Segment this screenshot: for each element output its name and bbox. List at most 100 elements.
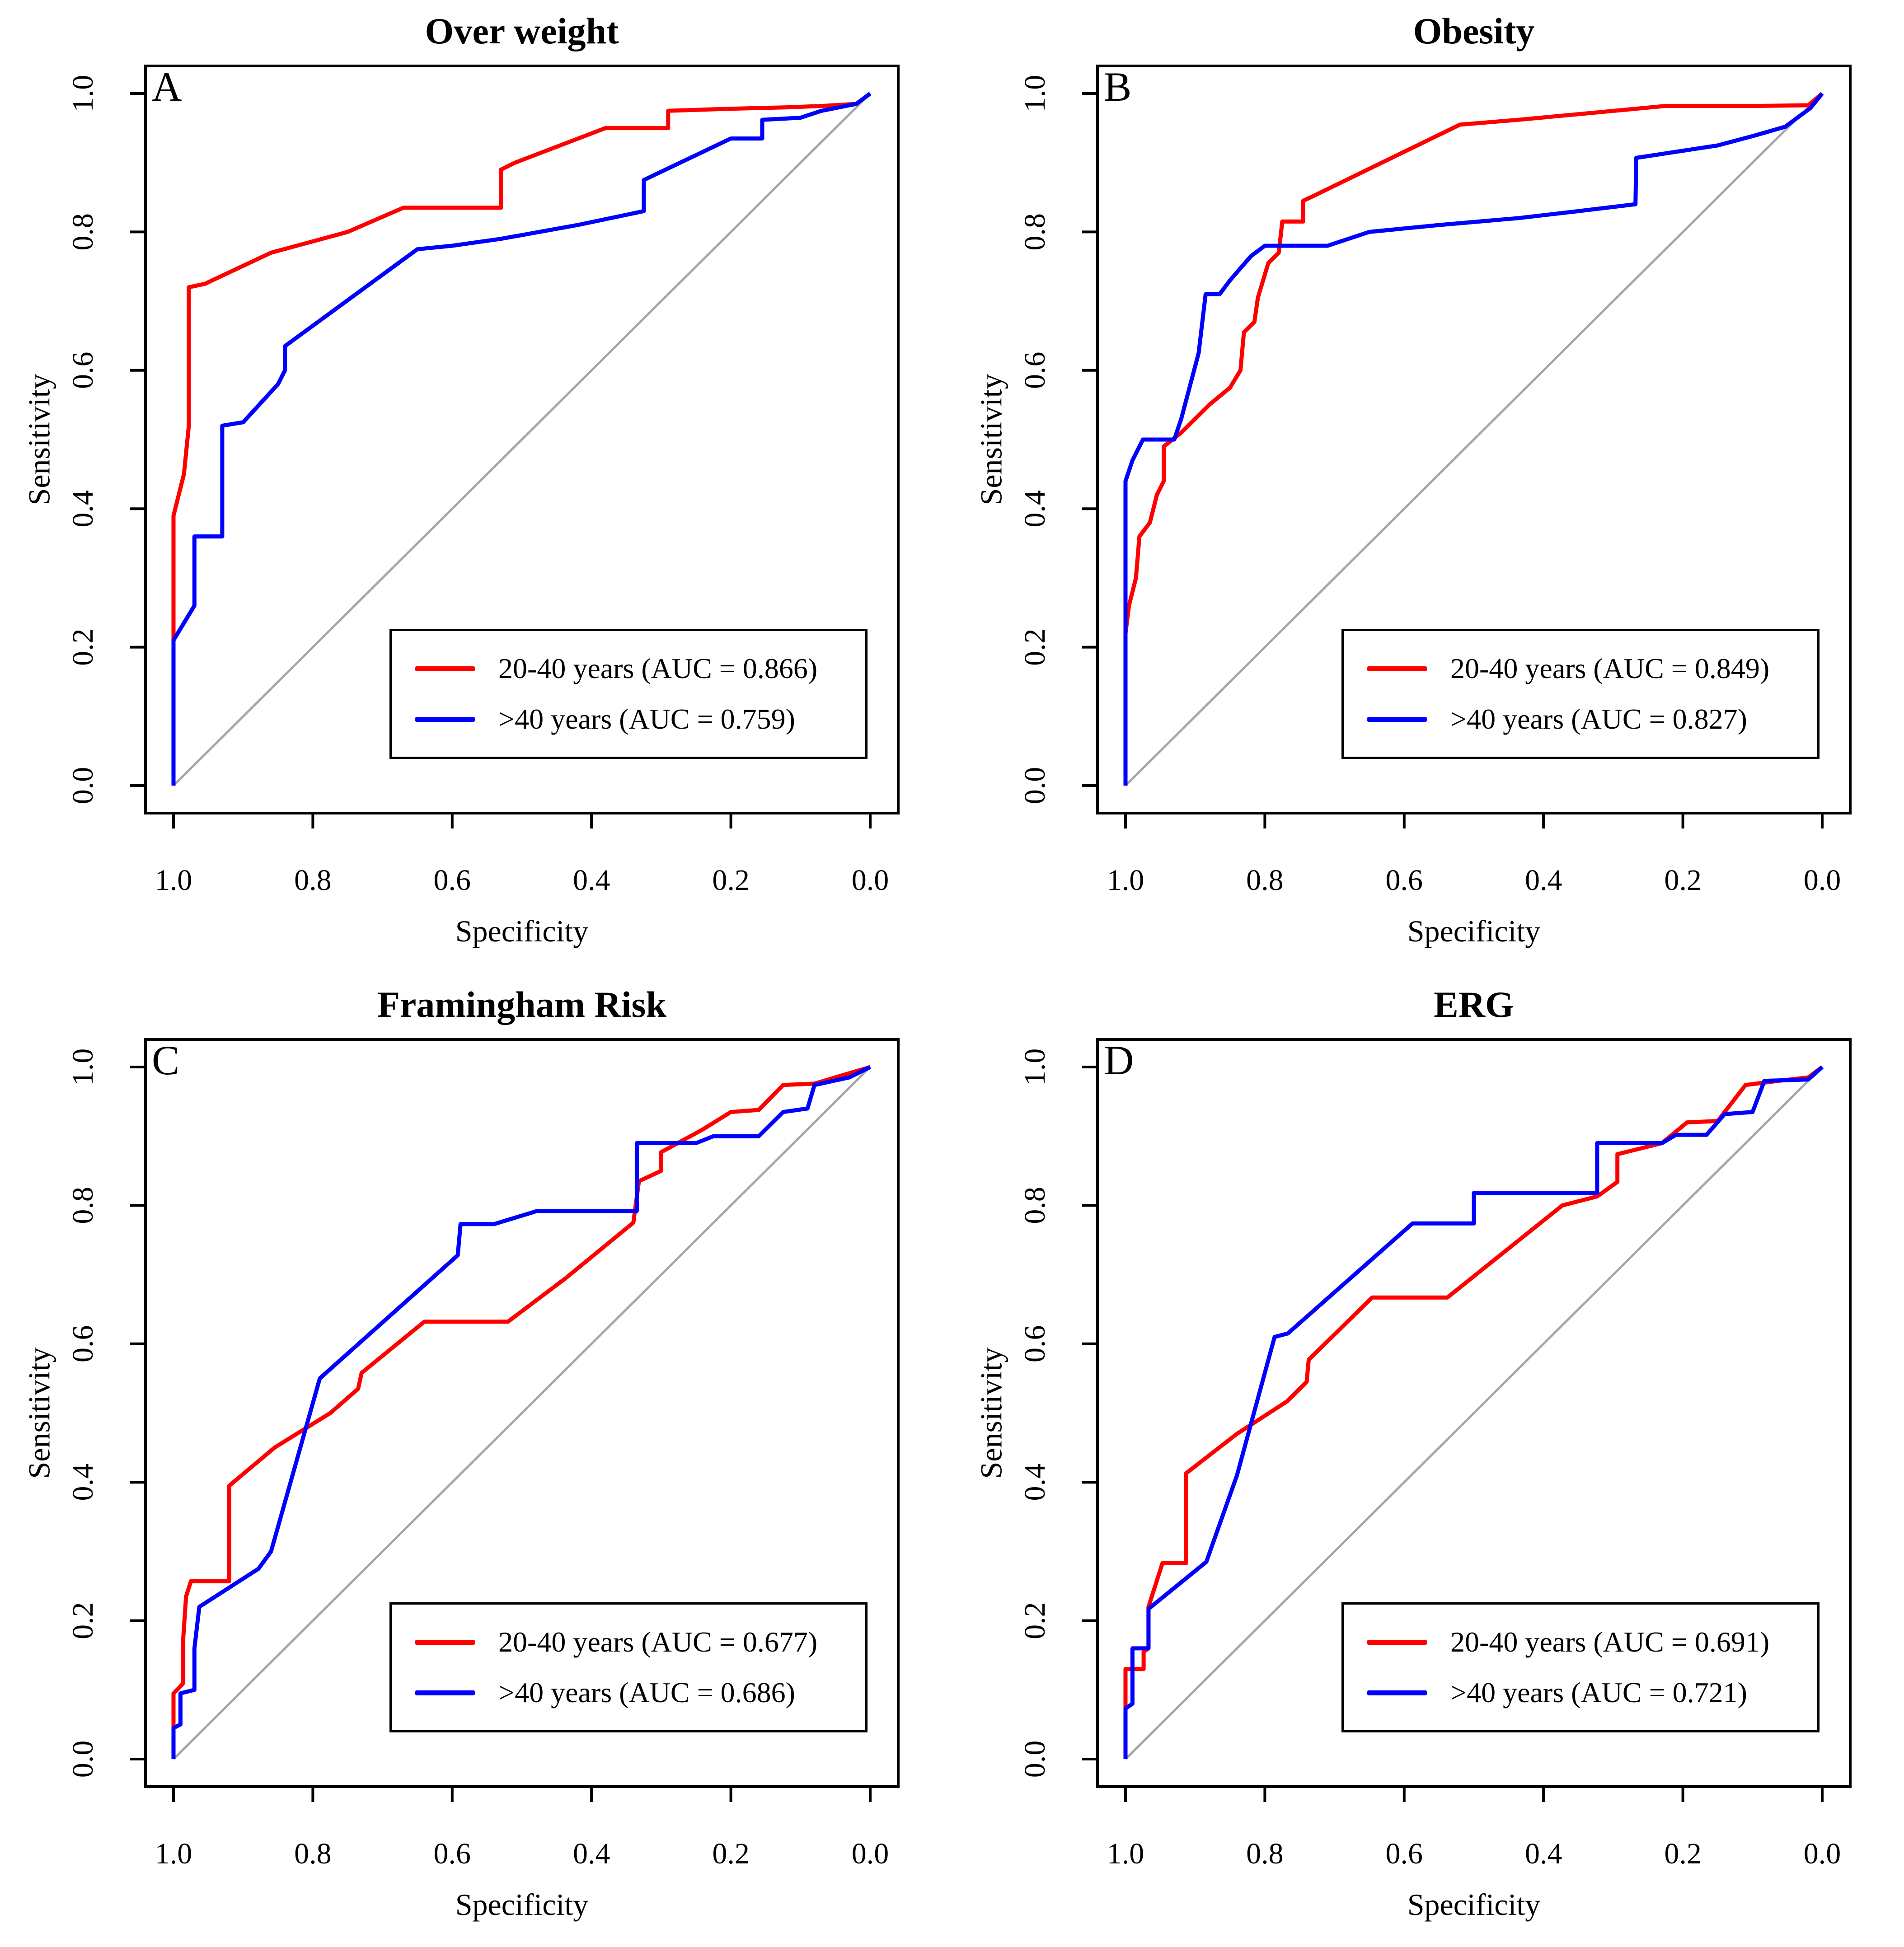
x-tick-label: 0.4 <box>573 864 610 897</box>
y-tick-label: 1.0 <box>1018 75 1051 112</box>
legend-item-20-40-years: 20-40 years (AUC = 0.677) <box>415 1625 865 1659</box>
legend-line-red-icon <box>1367 666 1427 671</box>
legend-label: 20-40 years (AUC = 0.691) <box>1450 1626 1770 1658</box>
roc-curve-over-40-years <box>171 1065 872 1759</box>
x-tick-label: 0.0 <box>852 1837 889 1870</box>
reference-diagonal-line <box>1125 1066 1823 1760</box>
panel-title: Over weight <box>425 10 619 51</box>
y-tick-label: 0.2 <box>66 1602 99 1639</box>
legend-item-over-40-years: >40 years (AUC = 0.759) <box>415 702 865 736</box>
x-tick-label: 1.0 <box>1107 1837 1144 1870</box>
roc-plot-framingham-risk: 1.0 0.8 0.6 0.4 0.2 0.0 0.0 0.2 0.4 0.6 0.8 1.0 <box>66 1038 900 1870</box>
x-tick-label: 1.0 <box>155 1837 192 1870</box>
y-tick-label: 1.0 <box>66 1048 99 1086</box>
x-tick-label: 0.4 <box>1525 1837 1562 1870</box>
x-axis-label: Specificity <box>1407 914 1541 948</box>
y-tick-label: 0.2 <box>1018 628 1051 666</box>
x-tick-label: 0.8 <box>1246 1837 1284 1870</box>
legend-item-20-40-years: 20-40 years (AUC = 0.691) <box>1367 1625 1817 1659</box>
reference-diagonal-line <box>173 1066 871 1760</box>
y-tick-label: 0.6 <box>1018 352 1051 389</box>
x-tick-label: 0.2 <box>712 864 750 897</box>
y-tick-label: 0.4 <box>1018 490 1051 528</box>
legend-line-red-icon <box>415 666 475 671</box>
legend-label: >40 years (AUC = 0.827) <box>1450 703 1747 735</box>
legend-label: >40 years (AUC = 0.759) <box>498 703 795 735</box>
x-tick-label: 0.0 <box>1804 1837 1841 1870</box>
y-tick-label: 0.0 <box>1018 767 1051 805</box>
legend-label: >40 years (AUC = 0.721) <box>1450 1676 1747 1708</box>
plot-box <box>1096 65 1852 814</box>
x-axis-label: Specificity <box>1407 1887 1541 1922</box>
roc-panel-obesity: Obesity 1.0 0.8 0.6 0.4 0.2 0.0 0.0 0.2 0.4 0.6 0.… <box>952 0 1904 974</box>
x-tick-label: 0.0 <box>852 864 889 897</box>
x-tick-label: 0.2 <box>1664 864 1702 897</box>
legend-line-blue-icon <box>415 716 475 722</box>
legend-line-blue-icon <box>1367 1690 1427 1695</box>
y-tick-label: 0.6 <box>1018 1325 1051 1363</box>
panel-title: ERG <box>1434 984 1514 1025</box>
legend-line-red-icon <box>415 1639 475 1645</box>
roc-plot-erg: 1.0 0.8 0.6 0.4 0.2 0.0 0.0 0.2 0.4 0.6 0.8 1.0 <box>1018 1038 1852 1870</box>
x-tick-label: 1.0 <box>1107 864 1144 897</box>
roc-panel-framingham-risk: Framingham Risk 1.0 0.8 0.6 0.4 0.2 0.0 0.0 0.2… <box>0 974 952 1947</box>
x-tick-label: 0.8 <box>294 1837 332 1870</box>
y-tick-label: 0.6 <box>66 1325 99 1363</box>
panel-title: Obesity <box>1413 10 1535 51</box>
roc-panel-erg: ERG 1.0 0.8 0.6 0.4 0.2 0.0 0.0 0.2 0.4 0.6 0.8 1.0… <box>952 974 1904 1947</box>
legend-line-blue-icon <box>1367 716 1427 722</box>
panel-letter: B <box>1104 64 1132 110</box>
y-tick-label: 0.4 <box>66 490 99 528</box>
y-tick-label: 0.8 <box>66 213 99 251</box>
y-tick-label: 1.0 <box>1018 1048 1051 1086</box>
panel-title: Framingham Risk <box>377 984 667 1025</box>
x-tick-label: 0.0 <box>1804 864 1841 897</box>
legend-label: 20-40 years (AUC = 0.677) <box>498 1626 818 1658</box>
reference-diagonal-line <box>1125 93 1823 786</box>
legend-item-20-40-years: 20-40 years (AUC = 0.866) <box>415 652 865 685</box>
x-tick-label: 1.0 <box>155 864 192 897</box>
plot-box <box>144 1038 900 1788</box>
x-tick-label: 0.6 <box>1386 1837 1423 1870</box>
y-tick-label: 1.0 <box>66 75 99 112</box>
legend-box: 20-40 years (AUC = 0.677) >40 years (AUC… <box>389 1602 868 1732</box>
x-tick-label: 0.8 <box>1246 864 1284 897</box>
x-axis-label: Specificity <box>455 1887 589 1922</box>
legend-item-20-40-years: 20-40 years (AUC = 0.849) <box>1367 652 1817 685</box>
roc-curve-over-40-years <box>1123 1065 1824 1759</box>
y-tick-label: 0.8 <box>1018 213 1051 251</box>
y-tick-label: 0.6 <box>66 352 99 389</box>
legend-box: 20-40 years (AUC = 0.866) >40 years (AUC… <box>389 629 868 759</box>
x-tick-label: 0.4 <box>573 1837 610 1870</box>
plot-box <box>1096 1038 1852 1788</box>
roc-plot-overweight: 1.0 0.8 0.6 0.4 0.2 0.0 0.0 0.2 0.4 0.6 0.8 1.0 <box>66 65 900 897</box>
legend-label: 20-40 years (AUC = 0.849) <box>1450 652 1770 684</box>
roc-curve-20-40-years <box>171 1065 871 1759</box>
x-tick-label: 0.4 <box>1525 864 1562 897</box>
x-tick-label: 0.2 <box>712 1837 750 1870</box>
panel-letter: A <box>152 64 182 110</box>
roc-plot-obesity: 1.0 0.8 0.6 0.4 0.2 0.0 0.0 0.2 0.4 0.6 0.8 1.0 <box>1018 65 1852 897</box>
roc-curve-20-40-years <box>1123 92 1824 786</box>
y-axis-label: Sensitivity <box>974 1347 1008 1479</box>
roc-curve-over-40-years <box>171 92 872 786</box>
plot-box <box>144 65 900 814</box>
panel-letter: D <box>1104 1037 1134 1083</box>
y-tick-label: 0.0 <box>66 767 99 805</box>
x-tick-label: 0.6 <box>434 864 471 897</box>
x-tick-label: 0.2 <box>1664 1837 1702 1870</box>
y-tick-label: 0.4 <box>66 1464 99 1501</box>
legend-item-over-40-years: >40 years (AUC = 0.827) <box>1367 702 1817 736</box>
roc-curve-over-40-years <box>1123 92 1824 786</box>
roc-panel-overweight: Over weight 1.0 0.8 0.6 0.4 0.2 0.0 0.0 0.2 0.4 0… <box>0 0 952 974</box>
y-tick-label: 0.0 <box>66 1741 99 1778</box>
legend-box: 20-40 years (AUC = 0.849) >40 years (AUC… <box>1341 629 1820 759</box>
legend-line-red-icon <box>1367 1639 1427 1645</box>
legend-item-over-40-years: >40 years (AUC = 0.686) <box>415 1676 865 1709</box>
legend-line-blue-icon <box>415 1690 475 1695</box>
y-tick-label: 0.4 <box>1018 1464 1051 1501</box>
y-tick-label: 0.2 <box>66 628 99 666</box>
y-tick-label: 0.8 <box>1018 1187 1051 1224</box>
legend-label: >40 years (AUC = 0.686) <box>498 1676 795 1708</box>
